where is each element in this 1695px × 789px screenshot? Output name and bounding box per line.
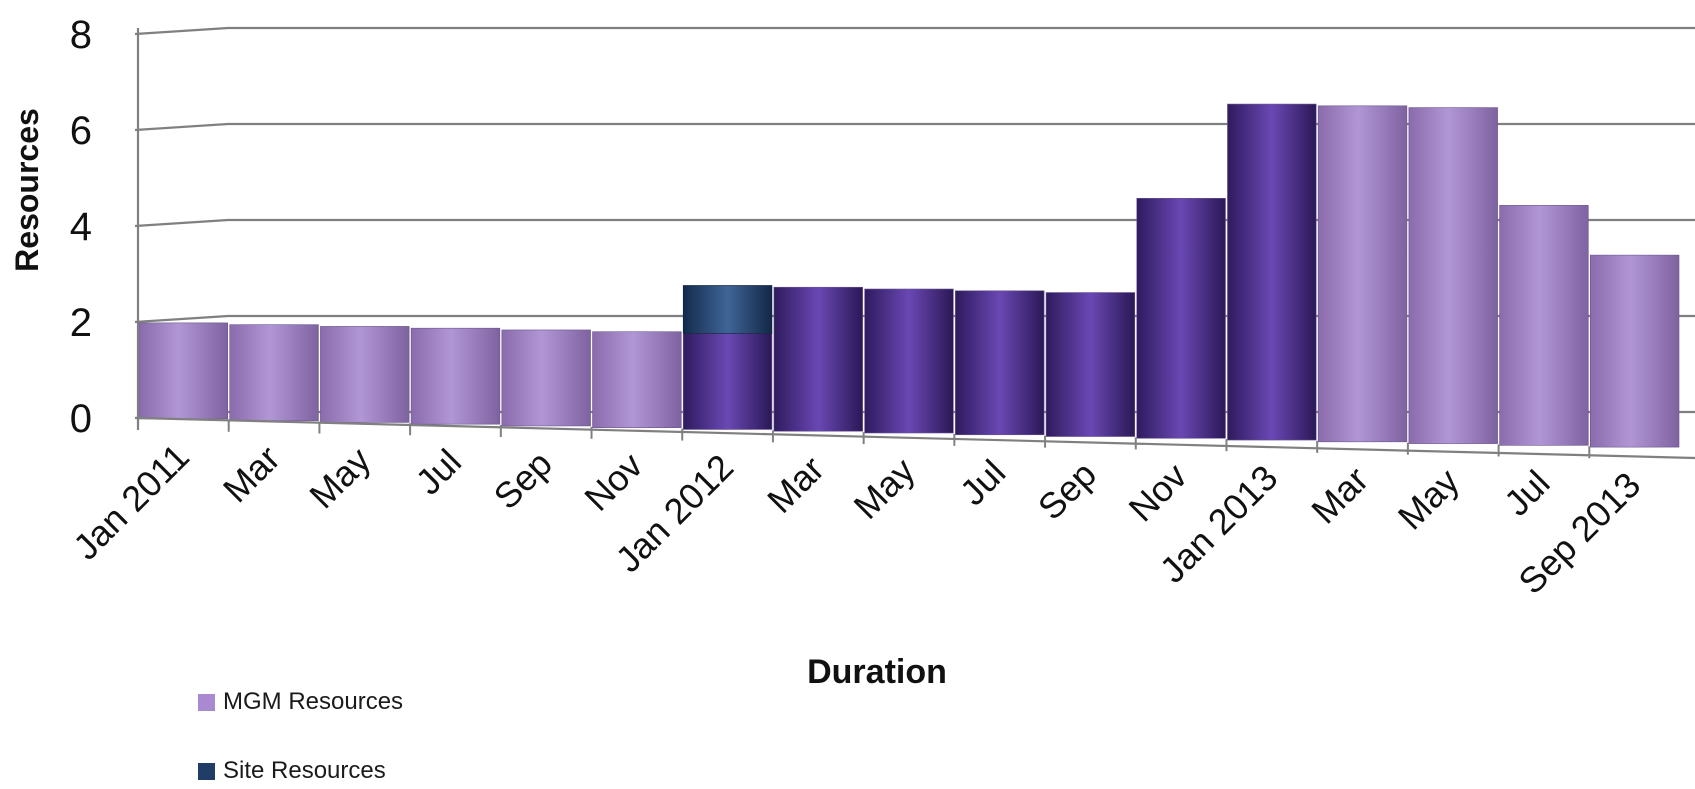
legend-item-site: Site Resources (198, 757, 386, 785)
x-tick-label: Mar (215, 437, 288, 510)
y-tick-label: 2 (70, 301, 92, 345)
bar-mgm-resources (1589, 254, 1680, 448)
legend-swatch-site (198, 762, 215, 780)
x-tick-label: May (301, 439, 378, 516)
bar-mgm-resources (1408, 107, 1498, 444)
bar-mgm-resources (1136, 197, 1226, 439)
gridline (134, 122, 1695, 132)
y-axis-label: Resources (9, 108, 45, 272)
bar-mgm-resources (773, 286, 863, 432)
y-tick-label: 8 (70, 13, 92, 57)
bar-mgm-resources (501, 329, 591, 427)
bar-mgm-resources (320, 326, 410, 423)
y-tick-label: 6 (70, 109, 92, 153)
bar-mgm-resources (229, 324, 319, 421)
x-axis-label: Duration (807, 653, 947, 691)
x-tick-label: Sep (486, 443, 560, 517)
y-tick-label: 4 (70, 205, 92, 249)
bar-mgm-resources (592, 331, 682, 429)
bar-mgm-resources (864, 288, 954, 434)
x-tick-label: May (1390, 460, 1467, 537)
x-tick-label: Jul (952, 452, 1014, 514)
x-tick-label: May (846, 450, 923, 527)
x-tick-label: Mar (759, 448, 832, 521)
bar-mgm-resources (1227, 103, 1317, 441)
bar-mgm-resources (410, 327, 501, 425)
x-tick-label: Jul (408, 441, 470, 503)
bar-mgm-resources (1317, 105, 1408, 443)
legend-label-site: Site Resources (223, 757, 386, 784)
x-tick-label: Sep (1030, 453, 1104, 527)
bar-site-resources (682, 285, 773, 334)
x-tick-label: Jul (1496, 462, 1558, 524)
gridline (134, 26, 1695, 36)
x-tick-label: Jan 2011 (65, 436, 197, 568)
legend-swatch-mgm (198, 693, 215, 711)
bar-mgm-resources (682, 333, 773, 430)
bar-mgm-resources (955, 290, 1045, 436)
x-axis-line (137, 416, 1695, 460)
y-tick-label: 0 (70, 397, 92, 441)
legend-item-mgm: MGM Resources (198, 688, 403, 716)
x-tick-label: Nov (576, 445, 650, 519)
bar-mgm-resources (1499, 205, 1589, 446)
legend-label-mgm: MGM Resources (223, 688, 404, 715)
x-tick-label: Nov (1121, 455, 1195, 529)
x-tick-label: Mar (1303, 459, 1376, 532)
bar-mgm-resources (138, 322, 229, 420)
bar-mgm-resources (1045, 292, 1136, 437)
